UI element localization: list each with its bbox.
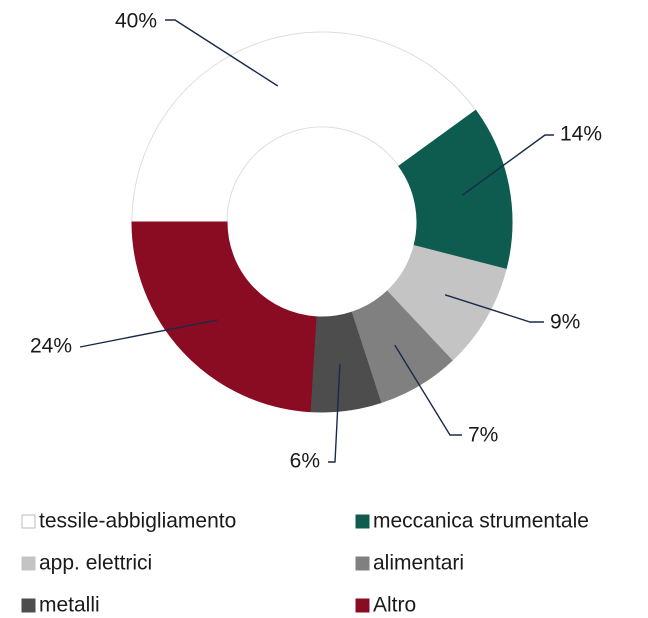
data-label: 9% — [550, 311, 580, 334]
donut-slice — [131, 221, 317, 413]
leader-line — [394, 344, 462, 436]
legend-swatch — [355, 556, 370, 571]
legend-label: alimentari — [373, 552, 464, 575]
data-label: 7% — [468, 424, 498, 447]
legend-swatch — [21, 556, 36, 571]
data-label: 6% — [290, 450, 320, 473]
donut-slice — [131, 31, 477, 223]
legend-swatch — [355, 514, 370, 529]
leader-line — [462, 134, 554, 196]
legend-label: tessile-abbigliamento — [39, 510, 236, 533]
leader-line — [165, 19, 279, 87]
legend-swatch — [21, 514, 36, 529]
legend-label: meccanica strumentale — [373, 510, 589, 533]
legend-swatch — [355, 598, 370, 613]
leader-line — [328, 363, 341, 463]
data-label: 24% — [30, 335, 72, 358]
legend-label: Altro — [373, 594, 416, 617]
leader-line — [444, 294, 544, 323]
legend-label: app. elettrici — [39, 552, 152, 575]
legend-swatch — [21, 598, 36, 613]
data-label: 40% — [115, 10, 157, 33]
legend-label: metalli — [39, 594, 100, 617]
leader-line — [79, 319, 218, 348]
data-label: 14% — [560, 123, 602, 146]
